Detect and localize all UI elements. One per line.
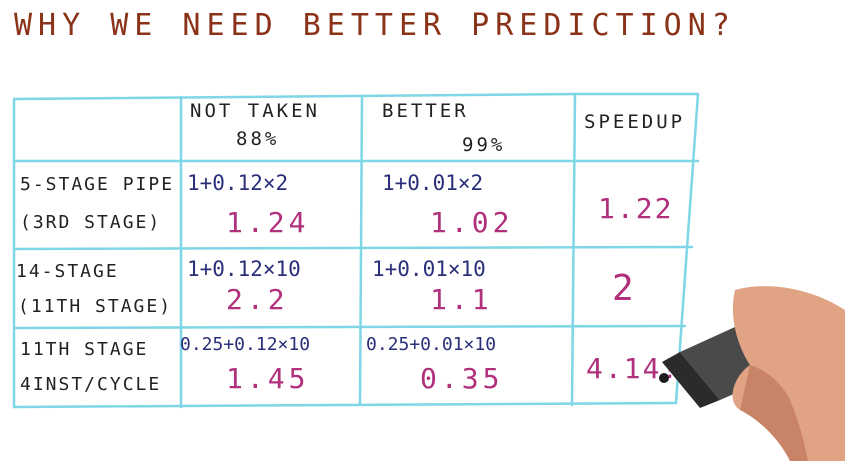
- row-1-not-taken-result: 1.24: [226, 206, 310, 239]
- hand-with-marker-icon: [659, 286, 845, 461]
- header-not-taken-pct: 88%: [236, 128, 280, 150]
- row-3-not-taken-result: 1.45: [226, 362, 310, 395]
- header-not-taken-label: NOT TAKEN: [190, 100, 320, 122]
- row-3-label-line1: 11TH STAGE: [20, 339, 149, 360]
- row-1-better-result: 1.02: [430, 206, 514, 239]
- slide-title: WHY WE NEED BETTER PREDICTION?: [14, 8, 736, 43]
- row-1-not-taken-formula: 1+0.12×2: [187, 171, 289, 195]
- row-1-better-formula: 1+0.01×2: [382, 171, 484, 195]
- row-3-label-line2: 4INST/CYCLE: [20, 374, 162, 395]
- row-2-not-taken-result: 2.2: [226, 283, 289, 316]
- header-better-pct: 99%: [462, 134, 506, 156]
- row-2-speedup: 2: [612, 268, 636, 309]
- row-3-better-formula: 0.25+0.01×10: [366, 334, 497, 355]
- row-1-label-line2: (3RD STAGE): [20, 212, 162, 233]
- row-1-label-line1: 5-STAGE PIPE: [20, 174, 175, 195]
- row-2-better-result: 1.1: [430, 283, 493, 316]
- header-better-label: BETTER: [382, 100, 469, 122]
- row-2-better-formula: 1+0.01×10: [372, 257, 486, 281]
- row-3-better-result: 0.35: [420, 362, 504, 395]
- row-2-label-line2: (11TH STAGE): [18, 296, 173, 317]
- row-1-speedup: 1.22: [598, 192, 674, 225]
- row-3-not-taken-formula: 0.25+0.12×10: [180, 334, 311, 355]
- row-2-not-taken-formula: 1+0.12×10: [187, 257, 301, 281]
- header-speedup-label: SPEEDUP: [584, 111, 686, 133]
- row-2-label-line1: 14-STAGE: [16, 261, 119, 282]
